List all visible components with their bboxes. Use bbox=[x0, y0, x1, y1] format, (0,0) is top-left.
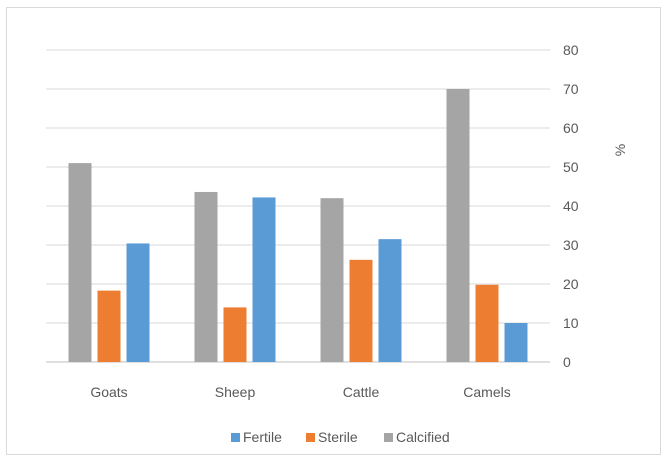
legend-label-fertile: Fertile bbox=[243, 429, 282, 445]
x-category-label: Sheep bbox=[215, 384, 256, 400]
bar-calcified-goats bbox=[68, 163, 92, 362]
gridlines bbox=[46, 49, 550, 363]
bar-sterile-cattle bbox=[349, 259, 373, 362]
bar-fertile-cattle bbox=[378, 239, 402, 362]
bar-fertile-camels bbox=[504, 323, 528, 362]
bar-sterile-camels bbox=[475, 284, 499, 362]
y-tick-label: 0 bbox=[563, 354, 571, 370]
y-axis-title: % bbox=[612, 144, 628, 156]
legend-swatch-calcified bbox=[384, 433, 393, 442]
bar-sterile-goats bbox=[97, 290, 121, 362]
legend-label-sterile: Sterile bbox=[318, 429, 358, 445]
bar-sterile-sheep bbox=[223, 307, 247, 362]
y-tick-label: 20 bbox=[563, 276, 579, 292]
y-tick-label: 70 bbox=[563, 81, 579, 97]
legend: Fertile Sterile Calcified bbox=[231, 429, 450, 445]
y-tick-label: 60 bbox=[563, 120, 579, 136]
bar-fertile-sheep bbox=[252, 197, 276, 362]
y-tick-label: 50 bbox=[563, 159, 579, 175]
legend-swatch-sterile bbox=[306, 433, 315, 442]
legend-label-calcified: Calcified bbox=[396, 429, 450, 445]
x-axis-categories: Goats Sheep Cattle Camels bbox=[90, 384, 510, 400]
bar-calcified-sheep bbox=[194, 191, 218, 362]
y-tick-label: 30 bbox=[563, 237, 579, 253]
bar-calcified-cattle bbox=[320, 198, 344, 362]
y-tick-label: 80 bbox=[563, 42, 579, 58]
bar-fertile-goats bbox=[126, 243, 150, 362]
x-category-label: Cattle bbox=[343, 384, 380, 400]
y-tick-label: 40 bbox=[563, 198, 579, 214]
x-category-label: Camels bbox=[463, 384, 510, 400]
y-tick-label: 10 bbox=[563, 315, 579, 331]
bar-calcified-camels bbox=[446, 89, 470, 362]
legend-swatch-fertile bbox=[231, 433, 240, 442]
bars bbox=[68, 89, 528, 362]
x-category-label: Goats bbox=[90, 384, 127, 400]
y-axis-ticks: 0 10 20 30 40 50 60 70 80 bbox=[563, 42, 579, 370]
